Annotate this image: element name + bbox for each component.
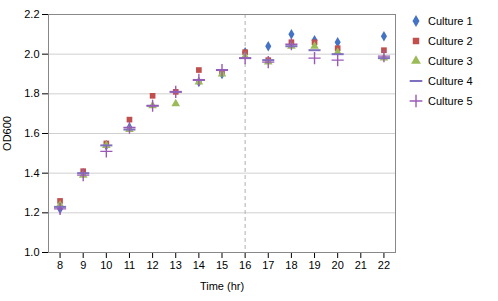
svg-text:OD600: OD600 bbox=[1, 116, 13, 151]
svg-text:17: 17 bbox=[262, 259, 274, 271]
svg-text:16: 16 bbox=[239, 259, 251, 271]
svg-text:19: 19 bbox=[308, 259, 320, 271]
svg-text:Time (hr): Time (hr) bbox=[200, 280, 244, 292]
svg-text:22: 22 bbox=[378, 259, 390, 271]
svg-text:20: 20 bbox=[332, 259, 344, 271]
svg-text:11: 11 bbox=[124, 259, 135, 271]
svg-text:1.0: 1.0 bbox=[24, 246, 39, 258]
svg-text:2.2: 2.2 bbox=[24, 8, 39, 20]
html-text:Culture 2: Culture 2 bbox=[428, 35, 473, 47]
svg-text:1.8: 1.8 bbox=[24, 87, 39, 99]
svg-text:13: 13 bbox=[170, 259, 182, 271]
svg-text:12: 12 bbox=[146, 259, 158, 271]
svg-text:1.6: 1.6 bbox=[24, 127, 39, 139]
svg-text:21: 21 bbox=[355, 259, 367, 271]
html-text:Culture 4: Culture 4 bbox=[428, 75, 473, 87]
html-text:Culture 1: Culture 1 bbox=[428, 15, 473, 27]
svg-text:1.4: 1.4 bbox=[24, 167, 39, 179]
svg-text:2.0: 2.0 bbox=[24, 48, 39, 60]
svg-text:14: 14 bbox=[193, 259, 205, 271]
html-text:Culture 3: Culture 3 bbox=[428, 55, 473, 67]
svg-text:9: 9 bbox=[80, 259, 86, 271]
svg-text:8: 8 bbox=[57, 259, 63, 271]
svg-text:10: 10 bbox=[100, 259, 112, 271]
svg-text:15: 15 bbox=[216, 259, 228, 271]
svg-text:1.2: 1.2 bbox=[24, 206, 39, 218]
html-text:Culture 5: Culture 5 bbox=[428, 95, 473, 107]
svg-text:18: 18 bbox=[285, 259, 297, 271]
